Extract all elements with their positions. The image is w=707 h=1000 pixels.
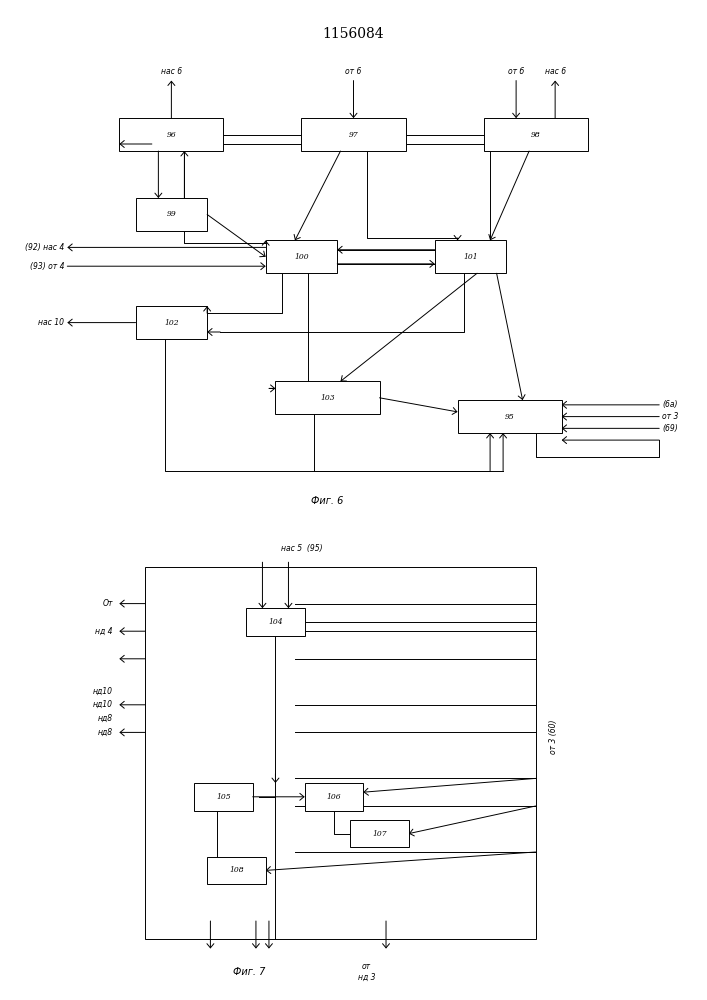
Bar <box>146 567 536 939</box>
Bar <box>136 306 207 339</box>
Bar <box>301 118 406 151</box>
Text: 108: 108 <box>229 866 244 874</box>
Text: нас 6: нас 6 <box>160 67 182 76</box>
Text: от б: от б <box>508 67 524 76</box>
Text: Фиг. 6: Фиг. 6 <box>311 496 344 506</box>
Text: 105: 105 <box>216 793 230 801</box>
Text: 100: 100 <box>294 253 309 261</box>
Text: 104: 104 <box>268 618 283 626</box>
Text: нд8: нд8 <box>98 714 113 723</box>
Text: нд8: нд8 <box>98 728 113 737</box>
Bar <box>119 118 223 151</box>
Text: От: От <box>103 599 113 608</box>
Text: 102: 102 <box>164 319 179 327</box>
Text: 101: 101 <box>463 253 478 261</box>
Text: нд10: нд10 <box>93 686 113 696</box>
Bar <box>246 608 305 636</box>
Bar <box>350 820 409 847</box>
Text: 95: 95 <box>505 413 515 421</box>
Text: Фиг. 7: Фиг. 7 <box>233 967 266 977</box>
Text: 97: 97 <box>349 131 358 139</box>
Text: 1156084: 1156084 <box>322 27 385 41</box>
Text: от 3: от 3 <box>662 412 679 421</box>
Text: (92) нас 4: (92) нас 4 <box>25 243 64 252</box>
Text: нд10: нд10 <box>93 700 113 709</box>
Text: 99: 99 <box>167 211 176 219</box>
Bar <box>266 240 337 273</box>
Bar <box>276 381 380 414</box>
Text: 106: 106 <box>327 793 341 801</box>
Text: (93) от 4: (93) от 4 <box>30 262 64 271</box>
Text: 96: 96 <box>167 131 176 139</box>
Text: (6а): (6а) <box>662 400 678 409</box>
Text: 107: 107 <box>372 830 387 838</box>
Bar <box>457 400 561 433</box>
Bar <box>136 198 207 231</box>
Text: от 6: от 6 <box>345 67 362 76</box>
Bar <box>207 857 266 884</box>
Bar <box>484 118 588 151</box>
Text: нас 6: нас 6 <box>544 67 566 76</box>
Text: нас 10: нас 10 <box>38 318 64 327</box>
Text: от
нд 3: от нд 3 <box>358 962 375 982</box>
Text: нас 5  (95): нас 5 (95) <box>281 544 322 553</box>
Text: нд 4: нд 4 <box>95 627 113 636</box>
Bar <box>194 783 252 811</box>
Bar <box>435 240 506 273</box>
Text: (69): (69) <box>662 424 678 433</box>
Text: 103: 103 <box>320 394 335 402</box>
Text: от 3 (60): от 3 (60) <box>549 720 558 754</box>
Bar <box>305 783 363 811</box>
Text: 98: 98 <box>531 131 540 139</box>
